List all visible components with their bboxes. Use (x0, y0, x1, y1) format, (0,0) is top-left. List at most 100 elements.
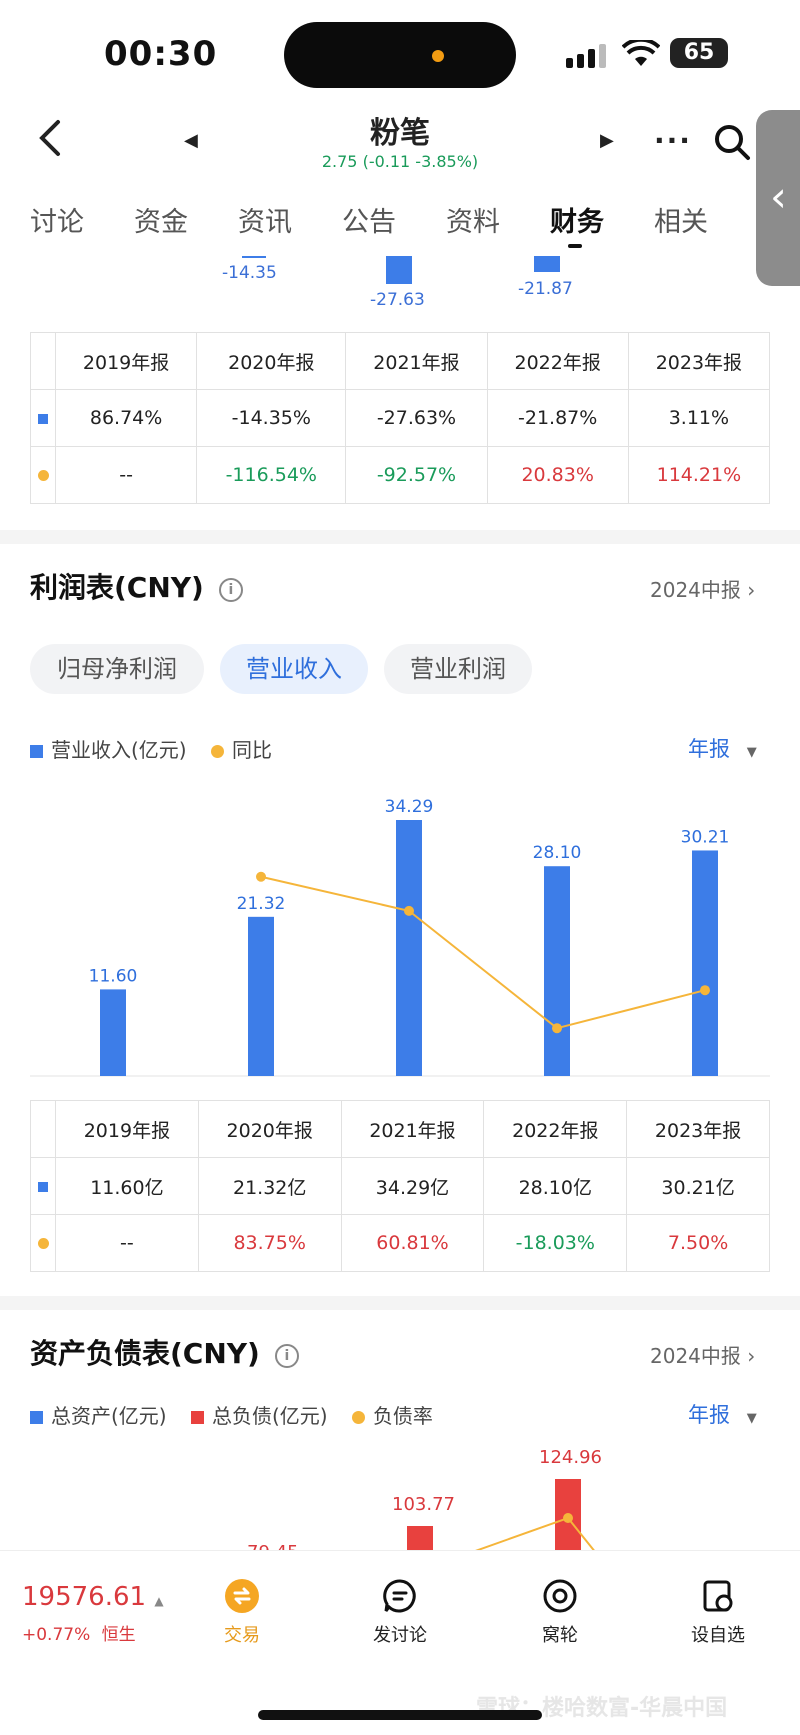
up-triangle-icon: ▲ (154, 1594, 164, 1608)
bar-value-label: 11.60 (89, 966, 138, 986)
table-cell: -14.35% (196, 389, 347, 447)
legend-label: 总资产(亿元) (51, 1404, 167, 1428)
year-select-dropdown[interactable]: 年报 ▼ (688, 733, 757, 763)
data-label: -14.35 (222, 263, 277, 283)
nav-label: 设自选 (691, 1625, 745, 1646)
revenue-chart: 11.60 21.32 34.29 28.10 30.21 (30, 797, 770, 1077)
nav-label: 发讨论 (373, 1625, 427, 1646)
tab-funds[interactable]: 资金 (134, 207, 188, 238)
info-icon[interactable]: i (218, 578, 243, 602)
table-cell: 7.50% (626, 1214, 770, 1272)
table-cell: 2022年报 (483, 1100, 628, 1158)
nav-trade[interactable]: 交易 (182, 1578, 302, 1647)
back-button[interactable] (36, 118, 62, 168)
legend-square-icon (190, 1411, 204, 1424)
data-label: 103.77 (392, 1494, 455, 1515)
dropdown-arrow-icon: ▼ (746, 1411, 757, 1426)
nav-label: 窝轮 (542, 1625, 578, 1646)
index-number: 19576.61 (22, 1582, 147, 1612)
table-cell: -116.54% (196, 446, 347, 504)
status-bar: 00:30 65 (0, 0, 800, 100)
chart-bar (386, 256, 412, 284)
tab-announcements[interactable]: 公告 (342, 207, 396, 238)
chat-icon (383, 1579, 416, 1613)
table-cell: 2021年报 (340, 1100, 485, 1158)
legend-label: 负债率 (372, 1404, 433, 1428)
bar-value-label: 21.32 (237, 894, 286, 914)
pill-net-profit[interactable]: 归母净利润 (30, 644, 204, 694)
dropdown-arrow-icon: ▼ (746, 745, 757, 760)
legend-dot-icon (210, 745, 224, 758)
tab-profile[interactable]: 资料 (446, 207, 500, 238)
floating-side-handle[interactable]: ‹ (756, 110, 800, 286)
table-cell: 2023年报 (626, 1100, 770, 1158)
orange-marker-icon (37, 470, 49, 481)
tab-finance[interactable]: 财务 (550, 207, 604, 238)
nav-warrants[interactable]: 窝轮 (500, 1578, 620, 1647)
index-value[interactable]: 19576.61 ▲ (22, 1582, 164, 1612)
battery-indicator: 65 (670, 38, 728, 68)
table-cell: -27.63% (345, 389, 488, 447)
table-header-row: 2019年报 2020年报 2021年报 2022年报 2023年报 (30, 1100, 770, 1158)
table-row: -- -116.54% -92.57% 20.83% 114.21% (30, 446, 771, 504)
revenue-bar (396, 820, 422, 1076)
more-button[interactable]: ··· (654, 124, 692, 157)
status-time: 00:30 (104, 34, 218, 74)
table-cell: -18.03% (483, 1214, 628, 1272)
chevron-right-icon: › (747, 1344, 756, 1368)
nav-post[interactable]: 发讨论 (340, 1578, 460, 1647)
tab-related[interactable]: 相关 (654, 207, 708, 238)
chart-bar (407, 1526, 433, 1552)
data-label: -27.63 (370, 290, 425, 310)
legend-label: 营业收入(亿元) (51, 738, 187, 762)
period-label: 2024中报 (650, 1344, 741, 1368)
pill-operating-profit[interactable]: 营业利润 (384, 644, 532, 694)
table-cell: 30.21亿 (626, 1157, 770, 1215)
stock-quote: 2.75 (-0.11 -3.85%) (321, 152, 479, 171)
table-row: -- 83.75% 60.81% -18.03% 7.50% (30, 1214, 770, 1272)
chart-point (563, 1513, 573, 1523)
next-stock-button[interactable]: ▶ (600, 130, 614, 151)
prev-stock-button[interactable]: ◀ (184, 130, 198, 151)
revenue-bar (100, 989, 126, 1076)
table-cell: -- (55, 1214, 199, 1272)
orange-marker-icon (37, 1238, 49, 1249)
nav-add-watchlist[interactable]: 设自选 (658, 1578, 778, 1647)
table-cell: 28.10亿 (483, 1157, 628, 1215)
period-label: 2024中报 (650, 578, 741, 602)
table-cell: 2020年报 (196, 332, 347, 390)
chart-legend: 总资产(亿元) 总负债(亿元) 负债率 (30, 1400, 433, 1429)
year-select-label: 年报 (688, 1403, 730, 1427)
table-row: 86.74% -14.35% -27.63% -21.87% 3.11% (30, 389, 771, 447)
cellular-signal-icon (566, 44, 606, 68)
revenue-bar (544, 866, 570, 1076)
yoy-line (260, 875, 706, 1030)
chart-bar (242, 256, 266, 258)
tab-news[interactable]: 资讯 (238, 207, 292, 238)
info-icon[interactable]: i (274, 1344, 299, 1368)
table-cell: 2019年报 (55, 1100, 199, 1158)
table-cell: -21.87% (486, 389, 629, 447)
table-cell: -- (54, 446, 198, 504)
trade-icon (225, 1579, 259, 1613)
balance-section-header: 资产负债表(CNY) i (30, 1332, 299, 1372)
period-selector[interactable]: 2024中报 › (650, 1340, 755, 1369)
table-cell: 86.74% (54, 389, 198, 447)
period-selector[interactable]: 2024中报 › (650, 574, 755, 603)
revenue-table: 2019年报 2020年报 2021年报 2022年报 2023年报 11.60… (30, 1100, 770, 1272)
section-title: 资产负债表(CNY) (30, 1337, 260, 1370)
table-cell: 34.29亿 (340, 1157, 485, 1215)
tab-discussion[interactable]: 讨论 (30, 207, 84, 238)
table-row: 11.60亿 21.32亿 34.29亿 28.10亿 30.21亿 (30, 1157, 770, 1215)
pill-revenue[interactable]: 营业收入 (220, 644, 368, 694)
add-watchlist-icon (703, 1580, 733, 1612)
table-cell: 20.83% (486, 446, 629, 504)
table-cell: 60.81% (340, 1214, 485, 1272)
index-change: +0.77% 恒生 (22, 1620, 136, 1645)
growth-table: 2019年报 2020年报 2021年报 2022年报 2023年报 86.74… (30, 332, 771, 504)
legend-square-icon (30, 1411, 43, 1424)
home-indicator[interactable] (258, 1710, 542, 1720)
dynamic-island (284, 22, 516, 88)
year-select-dropdown[interactable]: 年报 ▼ (688, 1399, 757, 1429)
search-icon[interactable] (712, 122, 752, 162)
